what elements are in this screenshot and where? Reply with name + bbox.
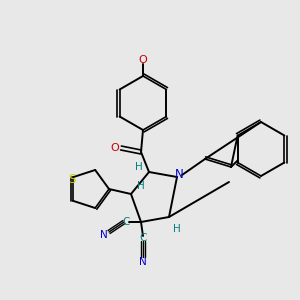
Text: H: H — [135, 162, 143, 172]
Text: S: S — [68, 173, 76, 186]
Text: H: H — [173, 224, 181, 234]
Text: O: O — [139, 55, 147, 65]
Text: C: C — [139, 233, 147, 243]
Text: O: O — [111, 143, 119, 153]
Text: N: N — [100, 230, 108, 240]
Text: N: N — [175, 169, 183, 182]
Text: C: C — [122, 217, 130, 227]
Text: N: N — [139, 257, 147, 267]
Text: H: H — [137, 181, 145, 191]
